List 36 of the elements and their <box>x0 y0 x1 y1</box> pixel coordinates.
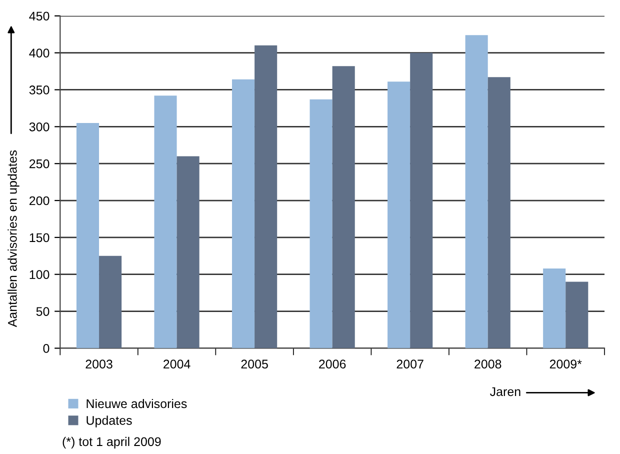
bar <box>388 82 410 348</box>
bar <box>176 156 200 348</box>
y-axis-title: Aantallen advisories en updates <box>8 150 20 328</box>
y-tick-label: 350 <box>29 86 50 94</box>
bar <box>488 77 510 348</box>
x-axis-title: Jaren <box>490 387 520 396</box>
bar <box>566 282 588 348</box>
x-tick-label: 2009* <box>550 360 582 369</box>
y-tick-label: 100 <box>30 270 50 280</box>
y-tick-label: 50 <box>36 307 50 316</box>
y-tick-label: 450 <box>29 12 50 21</box>
y-tick-label: 300 <box>29 122 50 132</box>
x-tick-label: 2005 <box>241 360 268 369</box>
text: (*) tot 1 april 2009 <box>62 436 161 449</box>
legend-label: Updates <box>86 416 132 428</box>
bar <box>76 122 100 348</box>
bar <box>154 96 177 348</box>
bar <box>310 99 332 348</box>
bar <box>465 35 488 348</box>
y-tick-label: 150 <box>30 233 50 242</box>
x-tick-label: 2008 <box>474 360 502 369</box>
legend-label: Nieuwe advisories <box>86 398 187 408</box>
y-tick-label: 250 <box>30 159 50 168</box>
bar <box>99 256 122 348</box>
y-tick-label: 0 <box>43 344 50 353</box>
x-tick-label: 2006 <box>319 360 346 369</box>
x-tick-label: 2004 <box>164 360 190 369</box>
y-tick-label: 400 <box>29 48 50 58</box>
x-tick-label: 2003 <box>86 360 112 369</box>
bar <box>254 45 278 348</box>
x-tick-label: 2007 <box>396 360 424 369</box>
bar <box>410 52 433 348</box>
bar <box>332 66 355 348</box>
bar <box>543 268 566 348</box>
y-tick-label: 200 <box>30 196 50 206</box>
bar <box>232 79 255 348</box>
